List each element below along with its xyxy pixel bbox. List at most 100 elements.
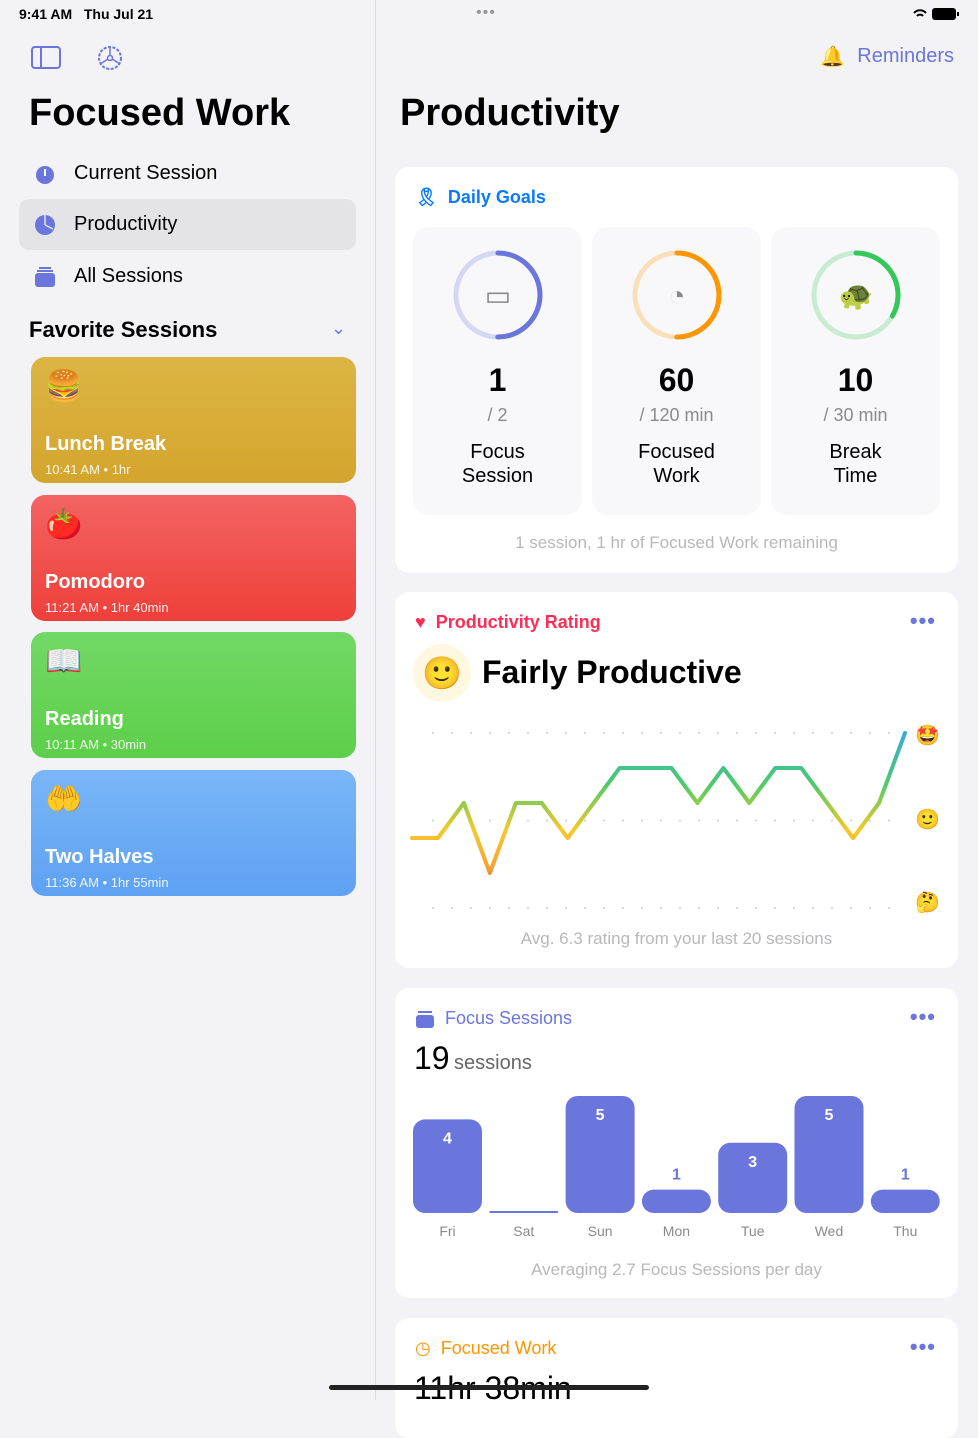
grid-dot [489,732,491,734]
status-time: 9:41 AM Thu Jul 21 [19,6,153,22]
grid-dot [755,907,757,909]
grid-dot [527,907,529,909]
grid-dot [641,732,643,734]
grid-dot [527,732,529,734]
reminders-button[interactable]: 🔔Reminders [820,44,954,69]
grid-dot [546,820,548,822]
grid-dot [888,820,890,822]
grid-dot [717,907,719,909]
bar [642,1190,711,1213]
session-time: 10:11 AM • 30min [45,737,342,752]
chevron-down-icon[interactable]: ⌄ [331,318,346,339]
battery-icon [912,7,960,21]
bar-category-label: Sat [513,1223,534,1239]
grid-dot [774,820,776,822]
grid-dot [603,907,605,909]
session-time: 11:21 AM • 1hr 40min [45,600,342,615]
grid-dot [622,820,624,822]
more-button[interactable]: ••• [910,608,936,634]
sidebar-item-productivity[interactable]: Productivity [19,199,356,250]
more-button[interactable]: ••• [910,1334,936,1360]
grid-dot [736,907,738,909]
grid-dot [831,907,833,909]
grid-dot [527,820,529,822]
card-title: Productivity Rating [436,612,601,633]
grid-dot [603,732,605,734]
grid-dot [717,820,719,822]
goal-label: Focus [470,441,524,463]
bar-category-label: Wed [815,1223,844,1239]
goal-ring: ▭ [452,249,544,341]
grid-dot [850,907,852,909]
grid-dot [565,732,567,734]
grid-dot [432,732,434,734]
grid-dot [470,732,472,734]
sessions-footer: Averaging 2.7 Focus Sessions per day [395,1260,958,1280]
rating-line-chart [395,712,958,922]
goal-ring: 🐢 [810,249,902,341]
grid-dot [869,732,871,734]
sidebar-item-all-sessions[interactable]: All Sessions [19,251,356,302]
axis-emoji-mid: 🙂 [915,807,940,832]
session-name: Pomodoro [45,571,342,594]
grid-dot [755,732,757,734]
award-icon: 🎗 [415,187,438,208]
grid-dot [565,907,567,909]
grid-dot [451,732,453,734]
grid-dot [622,732,624,734]
grid-dot [508,732,510,734]
grid-dot [831,820,833,822]
rating-footer: Avg. 6.3 rating from your last 20 sessio… [395,929,958,949]
grid-dot [698,820,700,822]
timer-icon: ◷ [415,1338,431,1359]
session-name: Reading [45,708,342,731]
sidebar: 9:41 AM Thu Jul 21 Focused Work Current … [0,0,376,1400]
multitasking-dots-icon[interactable]: ••• [476,4,496,22]
grid-dot [812,820,814,822]
grid-dot [679,732,681,734]
grid-dot [622,907,624,909]
rating-emoji: 🙂 [413,644,471,702]
grid-dot [850,732,852,734]
session-emoji: 🤲 [45,782,342,822]
grid-dot [812,732,814,734]
focused-work-card: ◷Focused Work ••• 11hr 38min [395,1318,958,1438]
bar-value-label: 3 [748,1154,757,1171]
sidebar-toggle-icon[interactable] [31,46,61,70]
page-title: Productivity [400,92,620,135]
sidebar-item-current-session[interactable]: Current Session [19,148,356,199]
goal-label: Focused [638,441,715,463]
grid-dot [888,732,890,734]
grid-dot [869,820,871,822]
grid-dot [584,820,586,822]
sidebar-item-label: All Sessions [74,265,183,288]
goal-label: Session [462,465,533,487]
grid-dot [774,732,776,734]
session-emoji: 🍔 [45,369,342,409]
chart-pie-icon [34,214,56,236]
grid-dot [584,732,586,734]
goal-ring: ◔ [631,249,723,341]
settings-icon[interactable] [95,43,125,73]
more-button[interactable]: ••• [910,1004,936,1030]
bar [489,1211,558,1213]
sessions-count: 19 sessions [414,1040,532,1077]
grid-dot [850,820,852,822]
card-title: Daily Goals [448,187,546,208]
focused-header: ◷Focused Work [415,1338,556,1359]
sessions-header: Focus Sessions [415,1008,572,1029]
grid-dot [812,907,814,909]
grid-dot [603,820,605,822]
grid-dot [546,907,548,909]
svg-text:◔: ◔ [668,280,685,311]
grid-dot [698,907,700,909]
goal-label: Time [834,465,878,487]
axis-emoji-top: 🤩 [915,723,940,748]
